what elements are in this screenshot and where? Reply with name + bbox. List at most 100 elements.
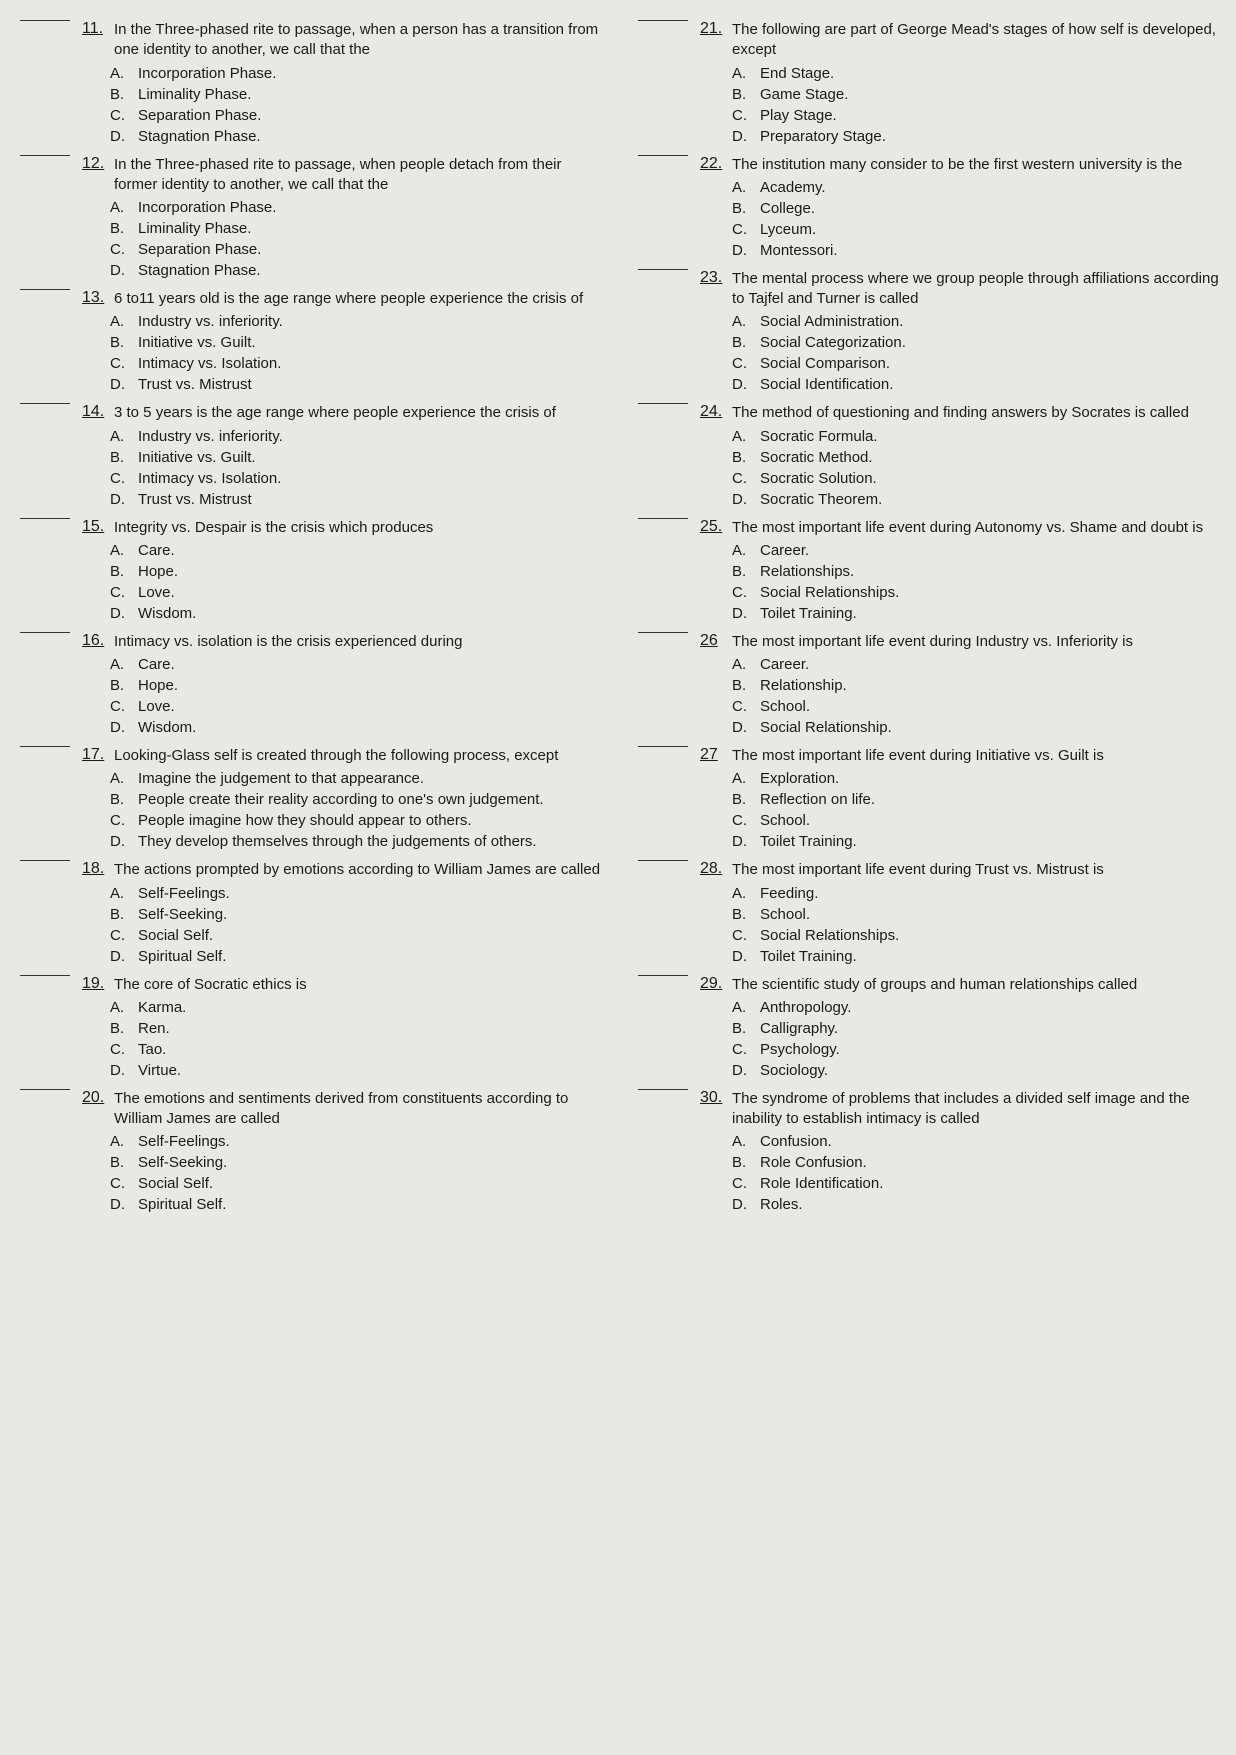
option-text: Relationships. xyxy=(760,561,854,582)
option-letter: C. xyxy=(732,810,750,831)
right-column: 21.The following are part of George Mead… xyxy=(628,20,1226,1223)
option-text: Career. xyxy=(760,540,809,561)
option: D.Roles. xyxy=(732,1194,1226,1215)
option-text: Imagine the judgement to that appearance… xyxy=(138,768,424,789)
option-text: Self-Feelings. xyxy=(138,883,230,904)
option-text: Exploration. xyxy=(760,768,839,789)
option: D.Trust vs. Mistrust xyxy=(110,489,608,510)
question: 18.The actions prompted by emotions acco… xyxy=(10,860,608,966)
option-text: Game Stage. xyxy=(760,84,848,105)
option: C.Social Self. xyxy=(110,925,608,946)
answer-blank[interactable] xyxy=(20,20,70,21)
question-text: The most important life event during Ini… xyxy=(732,746,1226,766)
answer-blank[interactable] xyxy=(20,975,70,976)
answer-blank[interactable] xyxy=(20,518,70,519)
option-text: Play Stage. xyxy=(760,105,837,126)
option: A.Incorporation Phase. xyxy=(110,63,608,84)
option-text: Industry vs. inferiority. xyxy=(138,426,283,447)
option: C.Play Stage. xyxy=(732,105,1226,126)
option: D.They develop themselves through the ju… xyxy=(110,831,608,852)
question: 24.The method of questioning and finding… xyxy=(628,403,1226,509)
option: B.Relationship. xyxy=(732,675,1226,696)
question-header: 26The most important life event during I… xyxy=(638,632,1226,652)
option-letter: C. xyxy=(732,468,750,489)
answer-blank[interactable] xyxy=(20,860,70,861)
question-header: 15.Integrity vs. Despair is the crisis w… xyxy=(20,518,608,538)
option: C.Social Comparison. xyxy=(732,353,1226,374)
question: 30.The syndrome of problems that include… xyxy=(628,1089,1226,1216)
option-text: Reflection on life. xyxy=(760,789,875,810)
answer-blank[interactable] xyxy=(638,632,688,633)
option-text: Care. xyxy=(138,540,175,561)
answer-blank[interactable] xyxy=(20,289,70,290)
option: A.End Stage. xyxy=(732,63,1226,84)
question-text: The core of Socratic ethics is xyxy=(114,975,608,995)
option: D.Spiritual Self. xyxy=(110,1194,608,1215)
option-letter: A. xyxy=(110,197,128,218)
option-text: Roles. xyxy=(760,1194,803,1215)
option: B.Socratic Method. xyxy=(732,447,1226,468)
option-letter: B. xyxy=(110,1018,128,1039)
answer-blank[interactable] xyxy=(20,632,70,633)
option-letter: D. xyxy=(732,240,750,261)
option: A.Socratic Formula. xyxy=(732,426,1226,447)
question-number: 24. xyxy=(700,403,724,421)
question-header: 16.Intimacy vs. isolation is the crisis … xyxy=(20,632,608,652)
question: 25. The most important life event during … xyxy=(628,518,1226,624)
option: C.Lyceum. xyxy=(732,219,1226,240)
option-letter: B. xyxy=(732,1152,750,1173)
option-text: Lyceum. xyxy=(760,219,816,240)
answer-blank[interactable] xyxy=(638,403,688,404)
option: A.Career. xyxy=(732,540,1226,561)
option-text: Social Relationship. xyxy=(760,717,892,738)
answer-blank[interactable] xyxy=(638,269,688,270)
question-header: 17.Looking-Glass self is created through… xyxy=(20,746,608,766)
question-number: 23. xyxy=(700,269,724,287)
question-number: 21. xyxy=(700,20,724,38)
left-column: 11.In the Three-phased rite to passage, … xyxy=(10,20,608,1223)
question-number: 18. xyxy=(82,860,106,878)
option-letter: C. xyxy=(732,1173,750,1194)
option-letter: A. xyxy=(110,1131,128,1152)
option: B.Initiative vs. Guilt. xyxy=(110,332,608,353)
question-text: The mental process where we group people… xyxy=(732,269,1226,310)
answer-blank[interactable] xyxy=(20,403,70,404)
option-text: Hope. xyxy=(138,675,178,696)
answer-blank[interactable] xyxy=(638,518,688,519)
option: D.Socratic Theorem. xyxy=(732,489,1226,510)
options-list: A.End Stage.B.Game Stage.C.Play Stage.D.… xyxy=(732,63,1226,147)
question-text: Intimacy vs. isolation is the crisis exp… xyxy=(114,632,608,652)
answer-blank[interactable] xyxy=(20,155,70,156)
options-list: A.Karma.B.Ren.C.Tao.D.Virtue. xyxy=(110,997,608,1081)
option-text: Toilet Training. xyxy=(760,603,857,624)
option: B.Initiative vs. Guilt. xyxy=(110,447,608,468)
option: C.School. xyxy=(732,810,1226,831)
answer-blank[interactable] xyxy=(638,1089,688,1090)
answer-blank[interactable] xyxy=(638,20,688,21)
answer-blank[interactable] xyxy=(20,1089,70,1090)
answer-blank[interactable] xyxy=(20,746,70,747)
answer-blank[interactable] xyxy=(638,746,688,747)
answer-blank[interactable] xyxy=(638,155,688,156)
answer-blank[interactable] xyxy=(638,975,688,976)
option: D.Toilet Training. xyxy=(732,831,1226,852)
option-text: Relationship. xyxy=(760,675,847,696)
option-letter: C. xyxy=(110,582,128,603)
option: C.Socratic Solution. xyxy=(732,468,1226,489)
question-text: The most important life event during Aut… xyxy=(732,518,1226,538)
question: 17.Looking-Glass self is created through… xyxy=(10,746,608,852)
options-list: A.Industry vs. inferiority.B.Initiative … xyxy=(110,311,608,395)
option: C.Separation Phase. xyxy=(110,239,608,260)
question-number: 25. xyxy=(700,518,724,536)
option-letter: A. xyxy=(110,426,128,447)
answer-blank[interactable] xyxy=(638,860,688,861)
option-letter: B. xyxy=(110,447,128,468)
option: A.Karma. xyxy=(110,997,608,1018)
option-text: School. xyxy=(760,904,810,925)
option-text: Role Confusion. xyxy=(760,1152,867,1173)
option-text: Separation Phase. xyxy=(138,105,261,126)
question: 27The most important life event during I… xyxy=(628,746,1226,852)
option-letter: D. xyxy=(110,946,128,967)
option-text: Social Comparison. xyxy=(760,353,890,374)
option-letter: D. xyxy=(732,126,750,147)
